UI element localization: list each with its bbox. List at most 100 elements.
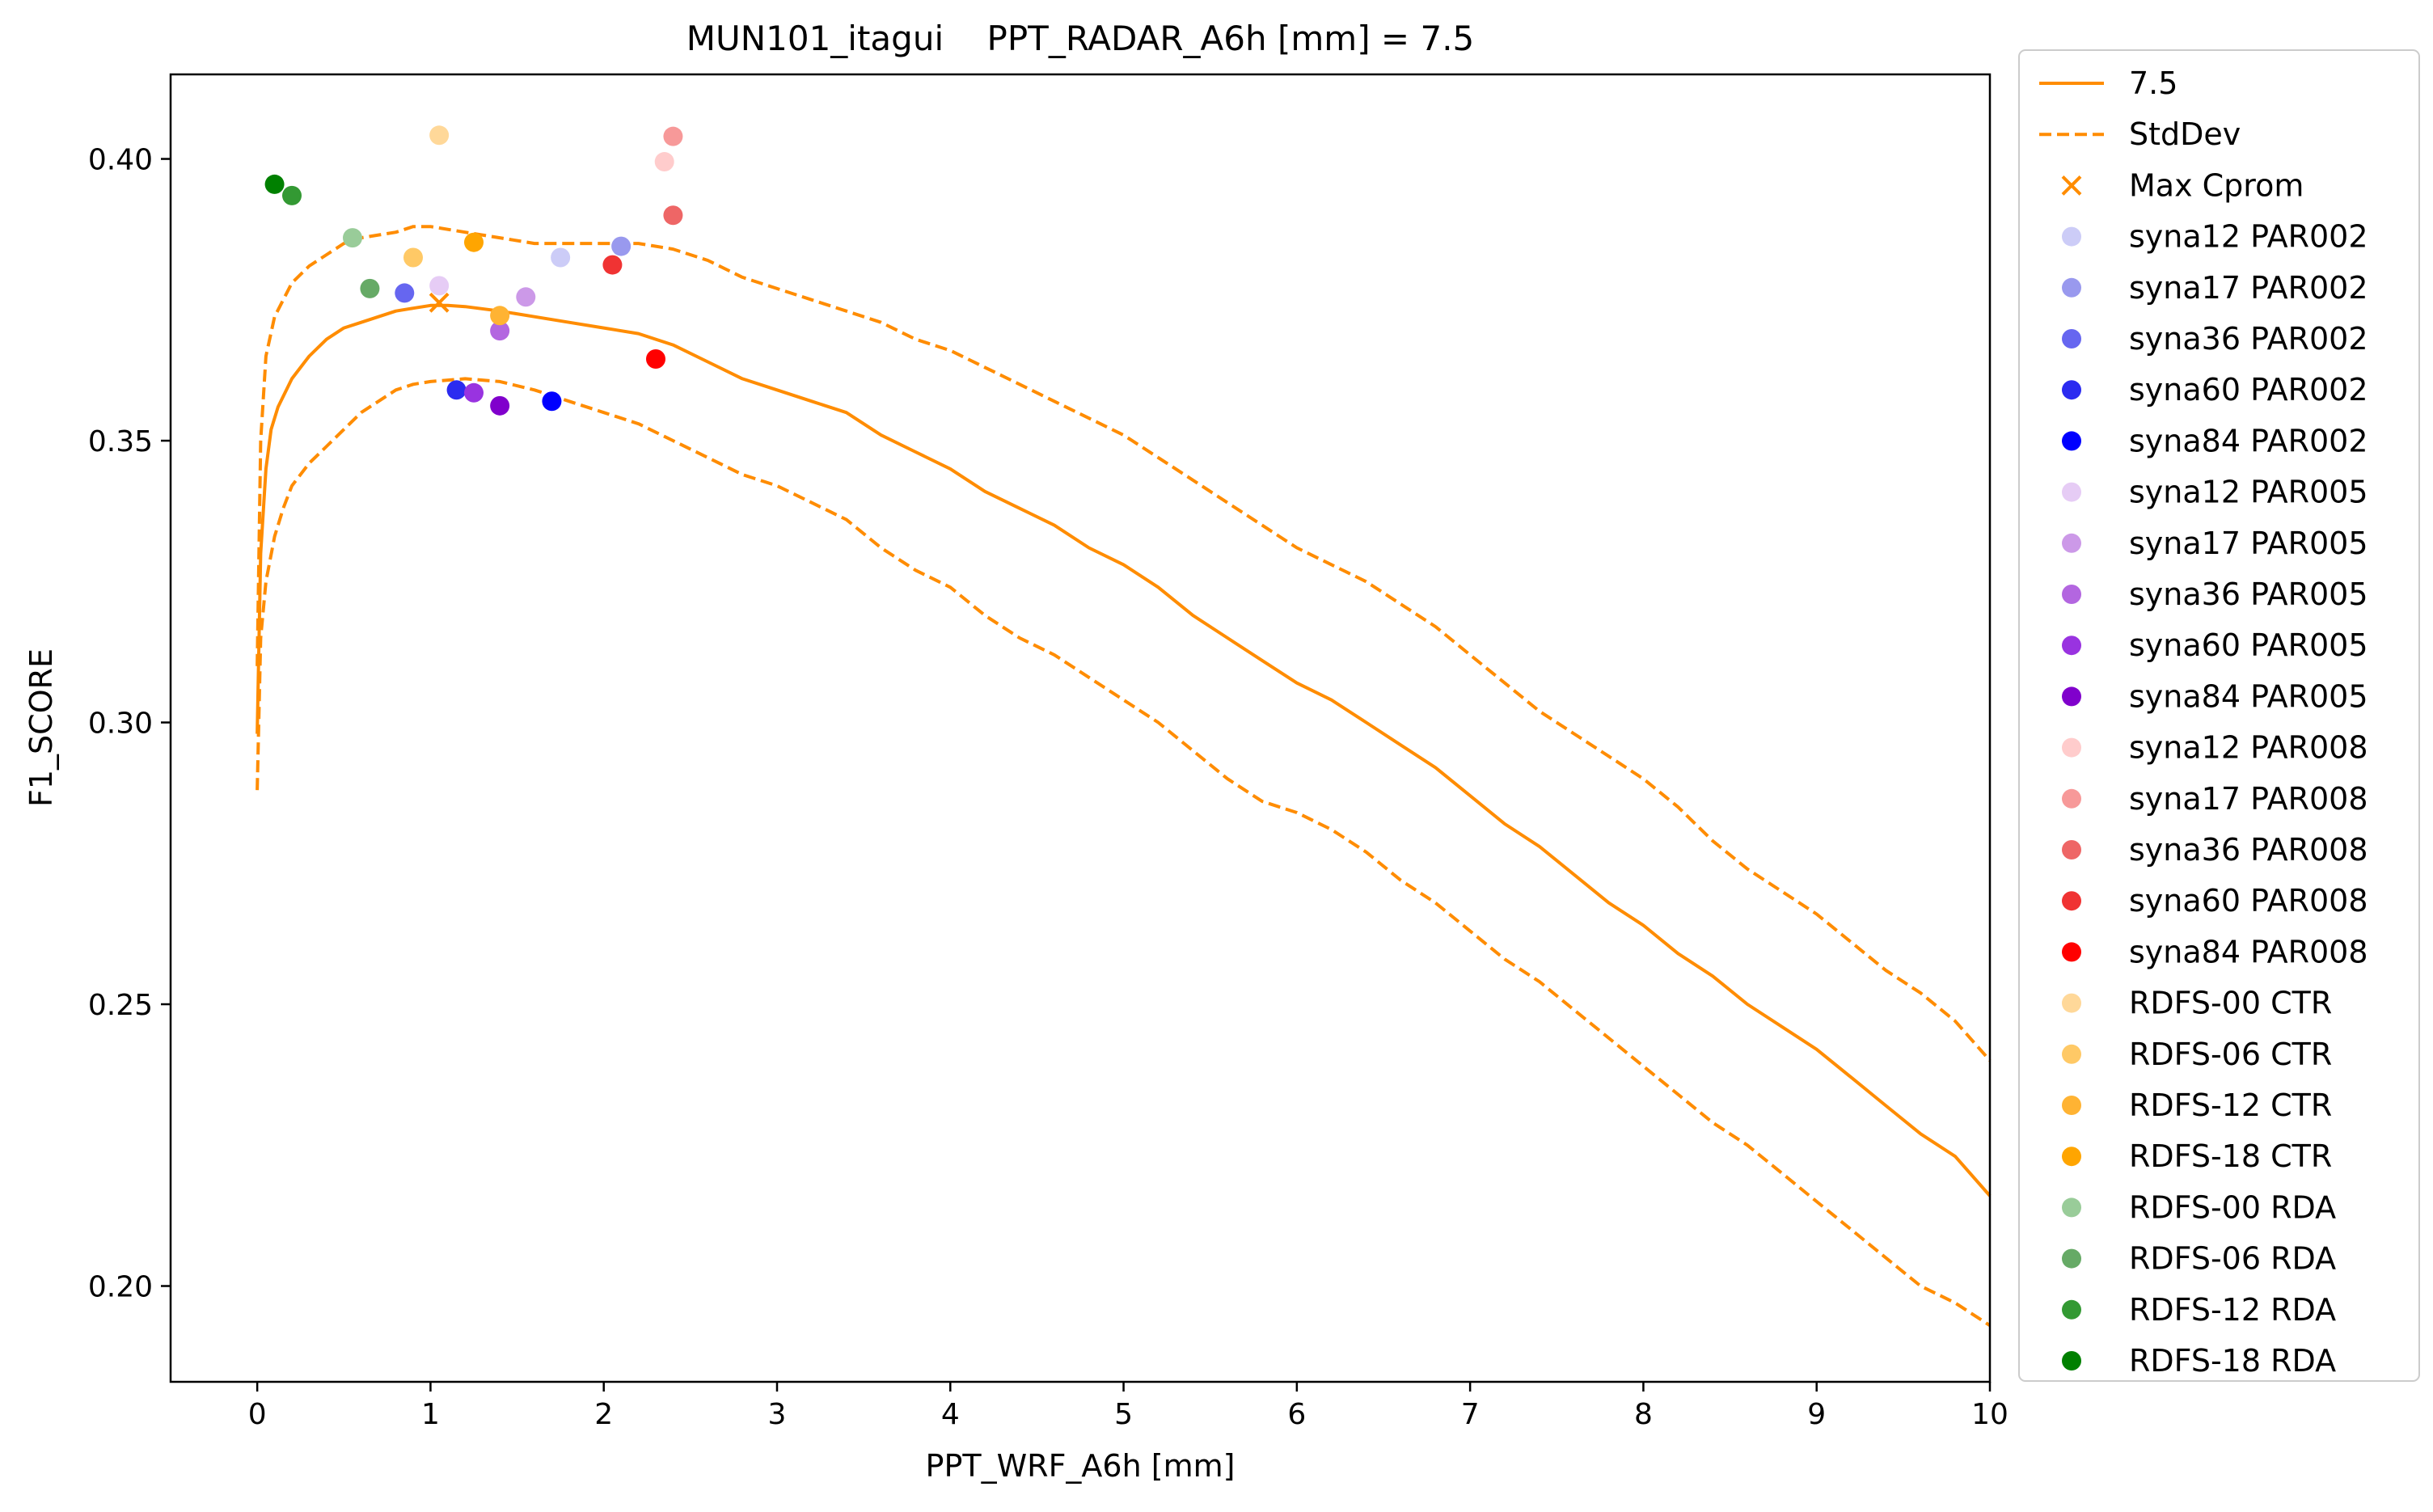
legend-label: syna17 PAR005 <box>2129 526 2368 561</box>
legend-dot-swatch <box>2062 891 2081 911</box>
point-rdfs-18-ctr <box>464 232 484 252</box>
legend-dot-swatch <box>2062 431 2081 451</box>
point-rdfs-12-ctr <box>490 306 510 326</box>
point-syna17-par002 <box>611 236 631 256</box>
legend-item-rdfs-06-ctr: RDFS-06 CTR <box>2062 1037 2332 1072</box>
x-tick-label: 1 <box>421 1398 440 1431</box>
point-rdfs-06-ctr <box>403 247 423 268</box>
y-axis-label: F1_SCORE <box>23 648 59 807</box>
y-axis: 0.20 0.25 0.30 0.35 0.40 <box>88 144 171 1304</box>
point-syna84-par008 <box>646 348 665 369</box>
legend-dot-swatch <box>2062 1147 2081 1167</box>
legend-item-rdfs-12-ctr: RDFS-12 CTR <box>2062 1088 2332 1123</box>
point-rdfs-18-rda <box>264 174 285 194</box>
legend-label: Max Cprom <box>2129 167 2304 203</box>
legend-dot-swatch <box>2062 1248 2081 1269</box>
point-syna84-par005 <box>490 395 510 416</box>
legend-x-swatch <box>2061 175 2082 196</box>
legend-items: 7.5 StdDev Max Cprom syna12 PAR002 syna17 PA… <box>2039 65 2368 1379</box>
legend-item-rdfs-18-ctr: RDFS-18 CTR <box>2062 1138 2332 1174</box>
point-syna36-par008 <box>663 205 683 226</box>
legend-item-syna17-par008: syna17 PAR008 <box>2062 781 2368 817</box>
legend-item-syna36-par002: syna36 PAR002 <box>2062 321 2368 357</box>
legend-label: 7.5 <box>2129 65 2177 101</box>
legend-dot-swatch <box>2062 1197 2081 1218</box>
legend-label: syna36 PAR008 <box>2129 832 2368 868</box>
points-layer <box>264 125 683 416</box>
legend-dot-swatch <box>2062 277 2081 298</box>
legend-dot-swatch <box>2062 533 2081 553</box>
legend-label: syna12 PAR002 <box>2129 219 2368 255</box>
legend-dot-swatch <box>2062 942 2081 962</box>
point-syna36-par002 <box>395 283 415 303</box>
legend-dot-swatch <box>2062 636 2081 656</box>
x-tick-label: 7 <box>1461 1398 1480 1431</box>
legend-item-syna84-par008: syna84 PAR008 <box>2062 934 2368 969</box>
point-syna17-par008 <box>663 126 683 146</box>
legend-label: RDFS-06 CTR <box>2129 1037 2332 1072</box>
legend-dot-swatch <box>2062 686 2081 707</box>
x-tick-label: 4 <box>941 1398 960 1431</box>
x-axis: 0 1 2 3 4 5 6 7 8 9 10 <box>248 1382 2008 1431</box>
y-tick-label: 0.30 <box>88 707 153 741</box>
plot-frame <box>169 73 1992 1383</box>
y-tick-label: 0.20 <box>88 1271 153 1304</box>
max-cprom-marker <box>429 292 450 313</box>
legend-item-syna17-par002: syna17 PAR002 <box>2062 270 2368 306</box>
legend-dot-swatch <box>2062 482 2081 502</box>
series-line-stddev <box>256 225 1992 1062</box>
x-tick-label: 10 <box>1971 1398 2008 1431</box>
point-syna36-par005 <box>490 321 510 341</box>
legend-item-syna60-par008: syna60 PAR008 <box>2062 883 2368 919</box>
legend-label: syna36 PAR002 <box>2129 321 2368 357</box>
legend: 7.5 StdDev Max Cprom syna12 PAR002 syna17 PA… <box>2018 49 2420 1382</box>
point-rdfs-06-rda <box>360 278 380 298</box>
legend-dot-swatch <box>2062 840 2081 859</box>
x-tick-label: 3 <box>768 1398 787 1431</box>
y-tick-label: 0.40 <box>88 144 153 177</box>
x-tick-label: 2 <box>594 1398 613 1431</box>
y-tick-label: 0.25 <box>88 989 153 1022</box>
legend-item-syna36-par005: syna36 PAR005 <box>2062 577 2368 612</box>
legend-label: RDFS-06 RDA <box>2129 1241 2336 1277</box>
x-tick-label: 5 <box>1114 1398 1133 1431</box>
legend-dot-swatch <box>2062 993 2081 1013</box>
point-syna60-par005 <box>464 382 484 403</box>
legend-label: syna84 PAR002 <box>2129 423 2368 458</box>
legend-item-syna84-par002: syna84 PAR002 <box>2062 423 2368 458</box>
legend-label: StdDev <box>2129 116 2241 152</box>
legend-dot-swatch <box>2062 585 2081 604</box>
point-syna12-par005 <box>429 276 450 296</box>
legend-label: RDFS-18 RDA <box>2129 1343 2336 1379</box>
legend-dot-swatch <box>2062 226 2081 247</box>
legend-item-syna36-par008: syna36 PAR008 <box>2062 832 2368 868</box>
legend-label: syna84 PAR005 <box>2129 678 2368 714</box>
legend-label: syna12 PAR008 <box>2129 730 2368 766</box>
legend-dot-swatch <box>2062 329 2081 348</box>
legend-frame <box>2018 49 2420 1382</box>
x-tick-label: 9 <box>1807 1398 1826 1431</box>
legend-dot-swatch <box>2062 1299 2081 1320</box>
point-syna12-par002 <box>551 247 571 268</box>
point-rdfs-00-ctr <box>429 125 450 146</box>
point-rdfs-12-rda <box>282 185 302 205</box>
x-tick-label: 6 <box>1287 1398 1306 1431</box>
legend-dot-swatch <box>2062 380 2081 400</box>
legend-label: RDFS-12 RDA <box>2129 1292 2336 1328</box>
legend-dot-swatch <box>2062 1351 2081 1371</box>
legend-item-syna60-par002: syna60 PAR002 <box>2062 372 2368 408</box>
legend-dot-swatch <box>2062 1096 2081 1115</box>
legend-label: RDFS-00 RDA <box>2129 1189 2336 1225</box>
legend-item-max-cprom: Max Cprom <box>2061 167 2304 203</box>
legend-item-syna12-par002: syna12 PAR002 <box>2062 219 2368 255</box>
legend-label: syna17 PAR008 <box>2129 781 2368 817</box>
legend-item-stddev: StdDev <box>2039 116 2241 152</box>
legend-item-syna17-par005: syna17 PAR005 <box>2062 526 2368 561</box>
legend-item-7-5: 7.5 <box>2039 65 2177 101</box>
legend-item-rdfs-06-rda: RDFS-06 RDA <box>2062 1241 2336 1277</box>
legend-item-syna12-par005: syna12 PAR005 <box>2062 475 2368 510</box>
legend-label: syna84 PAR008 <box>2129 934 2368 969</box>
point-syna60-par002 <box>446 380 467 400</box>
point-rdfs-00-rda <box>343 228 362 248</box>
